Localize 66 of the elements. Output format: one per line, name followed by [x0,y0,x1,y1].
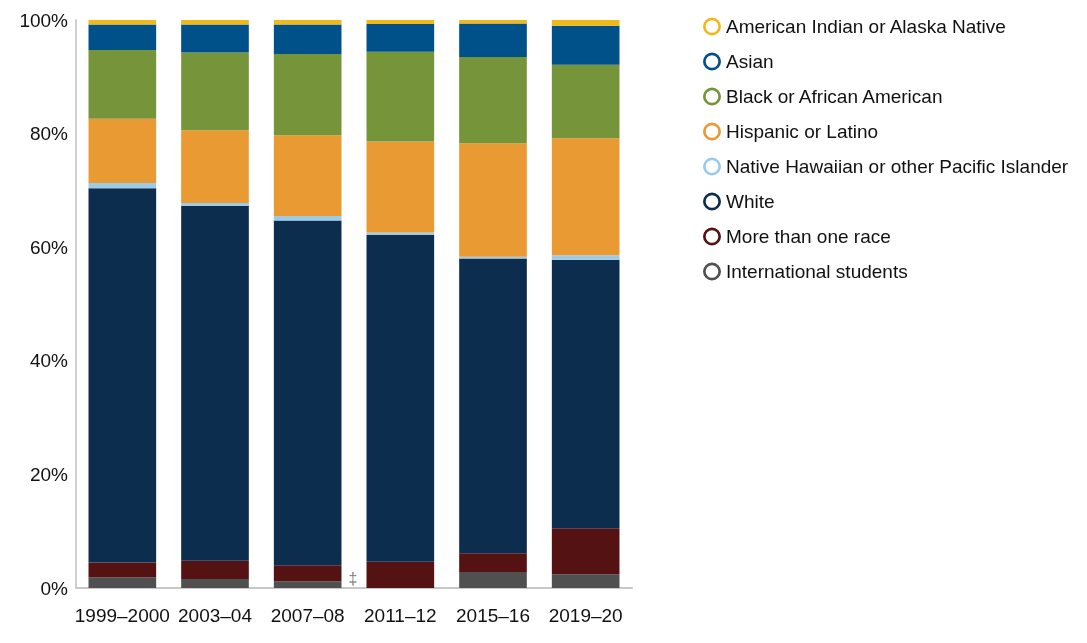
x-tick-label: 1999–2000 [74,605,170,626]
bar [459,258,527,554]
annotation: ‡ [348,569,358,587]
bar [273,24,342,55]
y-tick-label: 80% [29,123,69,145]
bar [551,574,620,588]
bar [181,578,249,588]
y-tick-label: 20% [29,463,69,485]
bar [88,188,157,563]
bar [459,553,527,573]
bar [366,232,435,235]
legend-label: American Indian or Alaska Native [726,16,1006,37]
bar [551,20,620,26]
legend-label: Hispanic or Latino [726,121,879,142]
bar [551,64,620,139]
x-tick-label: 2019–20 [548,605,623,626]
y-tick-label: 100% [19,9,69,31]
bar [88,183,157,189]
bar [366,20,435,24]
bar [181,205,249,561]
legend-label: International students [726,261,908,282]
bar [88,50,157,119]
bar [273,581,342,588]
bar [181,130,249,203]
bar [366,141,435,233]
bar [273,215,342,221]
bar [273,54,342,136]
bar [551,528,620,575]
legend-label: More than one race [726,226,891,247]
legend-label: Native Hawaiian or other Pacific Islander [726,156,1069,177]
legend-label: Asian [726,51,774,72]
bar [88,118,157,184]
bar [273,20,342,25]
bar [88,20,157,25]
bar [459,56,527,144]
bar [273,220,342,566]
bar [459,143,527,257]
y-tick-label: 60% [29,236,69,258]
bar [181,20,249,25]
bar [366,23,435,52]
bar [181,24,249,53]
bar [551,255,620,260]
x-tick-label: 2007–08 [270,605,345,626]
x-tick-label: 2011–12 [364,605,437,626]
x-tick-label: 2015–16 [456,605,530,626]
bar [366,234,435,562]
legend-label: Black or African American [726,86,943,107]
bar [273,565,342,582]
bar [88,577,157,588]
x-tick-label: 2003–04 [178,605,253,626]
legend-label: White [726,191,775,212]
bar [366,561,435,588]
bar [181,560,249,579]
bar [459,572,527,588]
bar [551,138,620,256]
y-tick-label: 40% [29,350,69,372]
bar [88,562,157,578]
bar [459,23,527,57]
bar [181,202,249,206]
bar [551,259,620,529]
bar [273,135,342,216]
bar [88,24,157,51]
bar [181,52,249,131]
y-tick-label: 0% [40,577,69,599]
bar [551,25,620,65]
bar [366,51,435,142]
